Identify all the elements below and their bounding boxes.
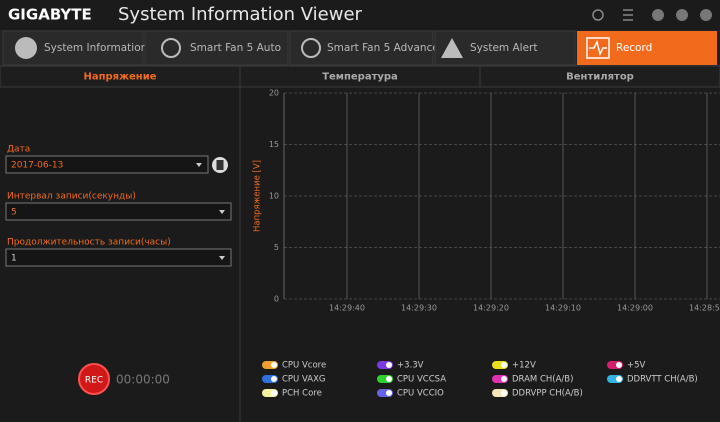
- tab-label[interactable]: Record: [616, 42, 652, 54]
- legend-knob: [386, 376, 392, 382]
- legend-label: DRAM CH(A/B): [512, 375, 573, 385]
- subtab[interactable]: Температура: [322, 72, 398, 83]
- subtab[interactable]: Вентилятор: [566, 72, 634, 83]
- legend-label: CPU Vcore: [282, 361, 326, 371]
- rec-button[interactable]: [78, 363, 110, 395]
- brand: GIGABYTE: [8, 6, 92, 24]
- legend-label: +12V: [512, 361, 536, 371]
- x-tick-label: 14:29:20: [473, 304, 509, 313]
- tab-label[interactable]: System Information: [44, 42, 147, 54]
- y-tick-label: 15: [269, 140, 279, 149]
- tab-label[interactable]: Smart Fan 5 Auto: [190, 42, 281, 54]
- legend-knob: [616, 376, 622, 382]
- menu-icon[interactable]: [623, 9, 633, 21]
- legend-knob: [616, 362, 622, 368]
- legend-knob: [271, 362, 277, 368]
- x-tick-label: 14:29:10: [545, 304, 581, 313]
- tab-label[interactable]: Smart Fan 5 Advanced: [327, 42, 445, 54]
- close-button[interactable]: [700, 9, 712, 21]
- legend-knob: [501, 390, 507, 396]
- y-tick-label: 5: [274, 243, 279, 252]
- date-select[interactable]: [5, 155, 209, 174]
- legend-knob: [271, 390, 277, 396]
- duration-select[interactable]: [5, 248, 232, 267]
- record-form: Дата 2017-06-13 Интервал записи(секунды)…: [5, 145, 232, 267]
- field-label: Дата: [7, 145, 30, 155]
- field-value: 2017-06-13: [11, 161, 63, 171]
- legend-label: DDRVPP CH(A/B): [512, 389, 583, 399]
- chart: 0 5 10 15 20 14:29:40 14:29:30 14:29:20 14:29:10…: [262, 89, 720, 399]
- settings-icon[interactable]: [592, 9, 604, 21]
- x-tick-label: 14:29:30: [401, 304, 437, 313]
- field-value: 5: [11, 208, 17, 218]
- x-tick-label: 14:28:50: [689, 304, 720, 313]
- subtab[interactable]: Напряжение: [83, 72, 156, 83]
- legend-knob: [271, 376, 277, 382]
- legend-label: DDRVTT CH(A/B): [627, 375, 698, 385]
- legend-knob: [386, 362, 392, 368]
- subtab-bar: Напряжение Температура Вентилятор: [0, 65, 720, 88]
- legend-label: CPU VCCSA: [397, 375, 446, 385]
- field-value: 1: [11, 254, 17, 264]
- legend-label: +5V: [627, 361, 646, 371]
- legend-knob: [501, 376, 507, 382]
- rec-label[interactable]: REC: [85, 376, 103, 386]
- y-tick-label: 20: [269, 89, 279, 98]
- interval-select[interactable]: [5, 202, 232, 221]
- tab[interactable]: Smart Fan 5 Advanced: [289, 30, 445, 66]
- tab-label[interactable]: System Alert: [470, 42, 538, 54]
- legend-knob: [386, 390, 392, 396]
- legend-label: +3.3V: [397, 361, 424, 371]
- legend-label: PCH Core: [282, 389, 322, 399]
- field-label: Продолжительность записи(часы): [7, 238, 171, 248]
- y-tick-label: 0: [274, 295, 279, 304]
- app-title: System Information Viewer: [118, 4, 363, 25]
- tab-active[interactable]: Record: [577, 31, 717, 65]
- field-label: Интервал записи(секунды): [7, 192, 136, 202]
- tab[interactable]: System Alert: [434, 30, 576, 66]
- y-axis-label: Напряжение [V]: [253, 160, 263, 232]
- legend-label: CPU VCCIO: [397, 389, 444, 399]
- x-tick-label: 14:29:40: [329, 304, 365, 313]
- minimize-button[interactable]: [652, 9, 664, 21]
- tab[interactable]: Smart Fan 5 Auto: [144, 30, 289, 66]
- tab[interactable]: System Information: [2, 30, 147, 66]
- legend-label: CPU VAXG: [282, 375, 325, 385]
- window-controls: [592, 9, 712, 21]
- rec-timer: 00:00:00: [116, 373, 170, 387]
- legend-knob: [501, 362, 507, 368]
- y-tick-label: 10: [269, 192, 279, 201]
- maximize-button[interactable]: [676, 9, 688, 21]
- x-tick-label: 14:29:00: [617, 304, 653, 313]
